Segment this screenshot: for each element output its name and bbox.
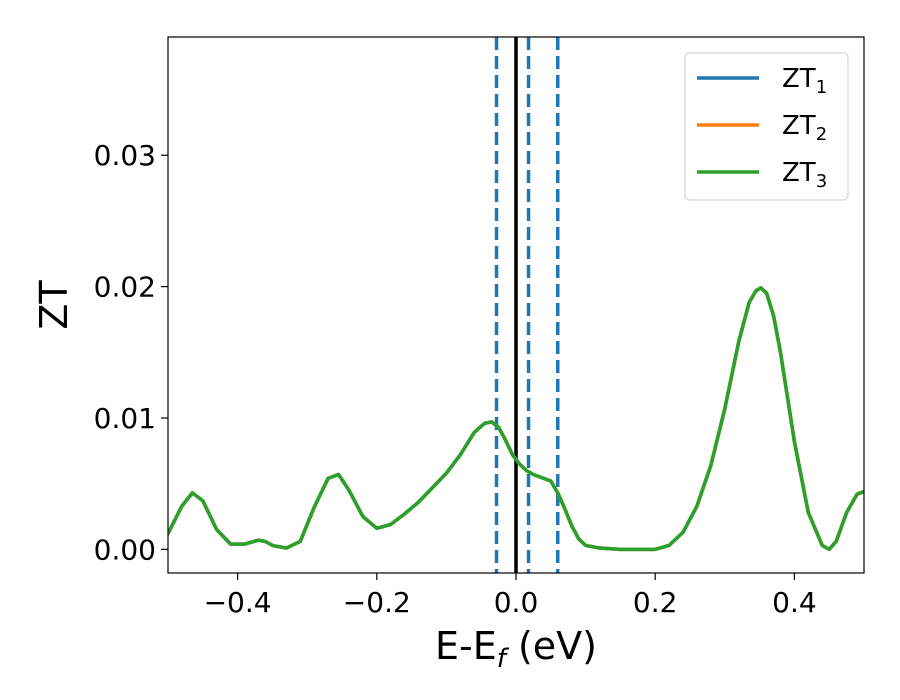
x-tick-label: −0.2	[343, 586, 411, 619]
y-tick-label: 0.02	[94, 271, 156, 304]
x-axis-label: E-Ef (eV)	[435, 624, 597, 674]
series-lines	[168, 286, 864, 552]
legend-box	[684, 52, 849, 201]
x-tick-label: 0.0	[494, 586, 539, 619]
series-line-zt3	[168, 286, 864, 552]
x-axis-label-unit: (eV)	[506, 624, 597, 668]
legend: ZT1 ZT2 ZT3	[684, 52, 849, 201]
x-axis-ticks: −0.4 −0.2 0.0 0.2 0.4	[204, 573, 817, 619]
legend-label-2: ZT2	[782, 111, 827, 145]
x-tick-label: 0.4	[772, 586, 817, 619]
y-tick-label: 0.01	[94, 402, 156, 435]
legend-label-1: ZT1	[782, 64, 827, 98]
y-axis-ticks: 0.00 0.01 0.02 0.03	[94, 139, 168, 566]
x-tick-label: −0.4	[204, 586, 272, 619]
legend-label-3: ZT3	[782, 158, 827, 192]
x-tick-label: 0.2	[633, 586, 678, 619]
y-tick-label: 0.03	[94, 139, 156, 172]
y-tick-label: 0.00	[94, 533, 156, 566]
x-axis-label-main: E-E	[435, 624, 497, 668]
y-axis-label: ZT	[32, 280, 76, 330]
reference-lines	[494, 37, 560, 573]
